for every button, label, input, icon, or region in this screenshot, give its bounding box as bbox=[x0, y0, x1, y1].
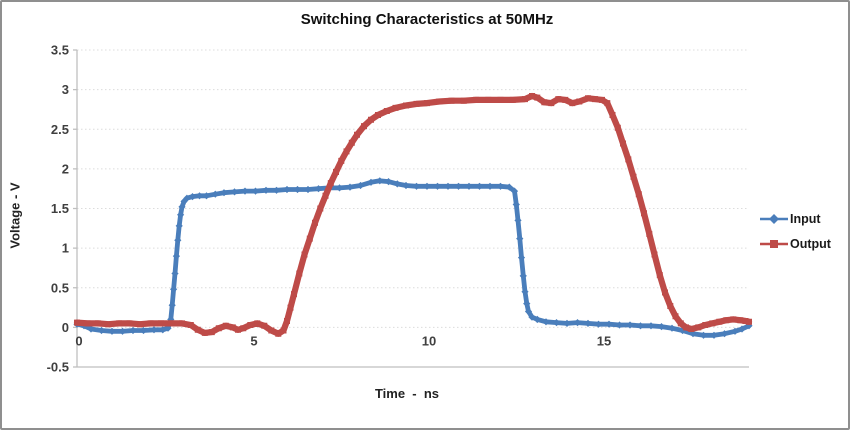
legend-item-output: Output bbox=[759, 235, 831, 252]
svg-text:2: 2 bbox=[62, 161, 69, 176]
output-series-marker-icon bbox=[760, 239, 788, 248]
svg-text:3: 3 bbox=[62, 82, 69, 97]
x-axis-title: Time - ns bbox=[374, 386, 440, 401]
input-series-marker-icon bbox=[760, 213, 788, 224]
svg-text:0.5: 0.5 bbox=[51, 280, 69, 295]
svg-text:5: 5 bbox=[250, 333, 257, 348]
legend-label-input: Input bbox=[790, 211, 821, 226]
svg-text:0: 0 bbox=[62, 320, 69, 335]
svg-text:1: 1 bbox=[62, 241, 69, 256]
svg-text:-0.5: -0.5 bbox=[47, 360, 69, 375]
chart-title: Switching Characteristics at 50MHz bbox=[300, 11, 554, 28]
legend-item-input: Input bbox=[759, 210, 831, 227]
svg-text:2.5: 2.5 bbox=[51, 122, 69, 137]
legend-label-output: Output bbox=[790, 236, 831, 251]
svg-text:1.5: 1.5 bbox=[51, 201, 69, 216]
svg-text:15: 15 bbox=[597, 333, 611, 348]
svg-text:0: 0 bbox=[75, 333, 82, 348]
svg-text:10: 10 bbox=[422, 333, 436, 348]
legend: Input Output bbox=[759, 210, 831, 252]
svg-text:3.5: 3.5 bbox=[51, 43, 69, 58]
